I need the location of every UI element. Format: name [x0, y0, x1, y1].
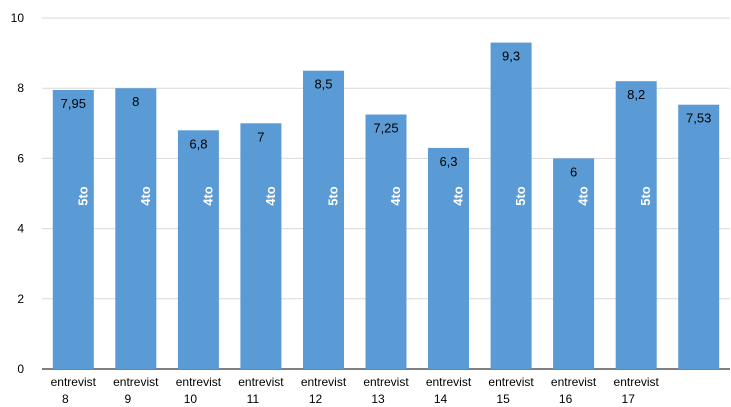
x-tick-label-number: 13: [371, 392, 385, 406]
bar-inner-label: 4to: [451, 186, 466, 206]
x-tick-label: entrevist: [301, 375, 347, 389]
data-label: 7: [257, 129, 264, 144]
bar: [115, 88, 157, 369]
bar-inner-label: 4to: [138, 186, 153, 206]
data-label: 9,3: [502, 49, 520, 64]
x-tick-label-number: 9: [124, 392, 131, 406]
x-tick-label: entrevist: [488, 375, 534, 389]
x-tick-label-number: 11: [247, 392, 260, 406]
data-label: 7,53: [686, 111, 711, 126]
bar: [615, 81, 657, 369]
x-tick-label-number: 15: [496, 392, 510, 406]
data-label: 8: [132, 94, 139, 109]
data-label: 6,8: [189, 136, 207, 151]
bar: [490, 42, 532, 369]
bar: [428, 147, 469, 369]
data-label: 8,2: [627, 87, 645, 102]
bar-inner-label: 4to: [263, 186, 278, 206]
data-label: 6,3: [439, 154, 457, 169]
bar-inner-label: 5to: [326, 186, 341, 206]
bar-inner-label: 5to: [75, 186, 90, 206]
x-tick-label: entrevist: [614, 375, 660, 389]
y-tick-label: 10: [11, 11, 25, 25]
y-tick-label: 6: [17, 151, 24, 165]
x-tick-label-number: 12: [309, 392, 323, 406]
bar: [177, 130, 219, 369]
x-tick-label: entrevist: [113, 375, 159, 389]
y-tick-label: 8: [17, 81, 24, 95]
x-tick-label-number: 16: [559, 392, 573, 406]
bar: [52, 90, 94, 369]
x-tick-label-number: 10: [184, 392, 198, 406]
x-tick-label-number: 8: [62, 392, 69, 406]
data-label: 6: [570, 164, 577, 179]
bar: [678, 104, 720, 369]
y-tick-label: 4: [17, 222, 24, 236]
x-tick-label: entrevist: [238, 375, 284, 389]
x-tick-label-number: 17: [622, 392, 636, 406]
bar-inner-label: 5to: [638, 186, 653, 206]
bar: [365, 114, 407, 369]
labels: 0 2 4 6 8 10 7,95 5to entrevist 8 8 4to entrevist 9 6,…: [11, 11, 712, 406]
x-tick-label-number: 14: [434, 392, 448, 406]
bars: [52, 42, 720, 369]
bar: [303, 70, 344, 369]
bar-inner-label: 4to: [200, 186, 215, 206]
data-label: 8,5: [314, 77, 332, 92]
x-tick-label: entrevist: [363, 375, 409, 389]
y-tick-label: 0: [17, 362, 24, 376]
data-label: 7,25: [373, 121, 398, 136]
bar: [553, 158, 595, 369]
bar-inner-label: 4to: [576, 186, 591, 206]
bar-inner-label: 4to: [388, 186, 403, 206]
x-tick-label: entrevist: [426, 375, 472, 389]
data-label: 7,95: [61, 96, 86, 111]
x-tick-label: entrevist: [176, 375, 222, 389]
y-tick-label: 2: [17, 292, 24, 306]
bar-inner-label: 5to: [513, 186, 528, 206]
bar: [240, 123, 282, 369]
x-tick-label: entrevist: [551, 375, 597, 389]
x-tick-label: entrevist: [51, 375, 97, 389]
